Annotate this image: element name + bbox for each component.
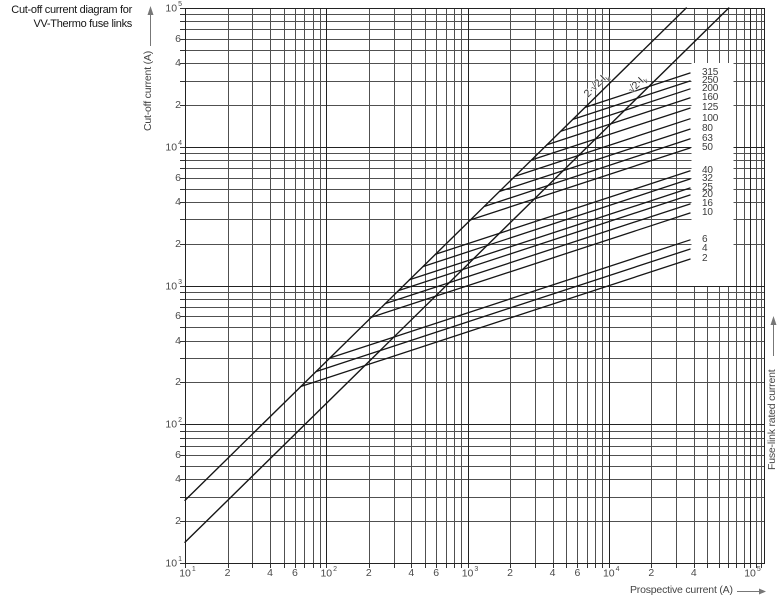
title-line-2: VV-Thermo fuse links (33, 18, 132, 30)
fuse-curve-315 (584, 72, 691, 108)
fuse-curve-32 (422, 178, 691, 268)
rating-label: 50 (702, 141, 713, 153)
rating-label: 10 (702, 207, 713, 218)
x-tick-label: 2 (365, 567, 372, 579)
x-axis-label: Prospective current (A) (630, 584, 733, 596)
y-tick-label: 2 (175, 98, 181, 111)
rating-label: 25 (702, 182, 713, 194)
x-tick-label: 104 (602, 566, 620, 580)
rating-label: 80 (702, 123, 713, 135)
y-tick-label: 4 (175, 195, 181, 208)
rating-label-panel (691, 63, 734, 286)
rating-label: 40 (702, 164, 713, 176)
fuse-curve-20 (398, 194, 691, 292)
fuse-curve-125 (531, 107, 691, 161)
rating-label: 250 (702, 74, 719, 86)
y-tick-label: 2 (175, 515, 181, 528)
reference-line-1 (184, 7, 730, 543)
y-tick-label: 104 (165, 139, 182, 154)
y-tick-label: 101 (165, 556, 182, 570)
fuse-curve-25 (408, 187, 691, 281)
x-tick-label: 6 (291, 567, 298, 579)
rating-label: 2 (702, 253, 708, 265)
x-tick-label: 103 (461, 566, 479, 580)
right-axis-arrow-head (770, 316, 777, 325)
x-tick-label: 4 (549, 567, 556, 579)
y-tick-label: 6 (175, 310, 181, 323)
y-tick-label: 4 (175, 473, 181, 486)
fuse-curve-40 (434, 170, 691, 255)
rating-label: 160 (702, 91, 719, 103)
plot-frame (185, 8, 765, 564)
title-line-1: Cut-off current diagram for (11, 4, 132, 16)
x-axis-arrow-head (759, 588, 766, 595)
fuse-curve-4 (315, 248, 691, 373)
fuse-curve-200 (560, 88, 691, 132)
rating-label: 20 (702, 189, 713, 200)
y-tick-label: 6 (175, 171, 181, 184)
page-title: Cut-off current diagram for VV-Thermo fu… (2, 3, 132, 31)
y-tick-label: 6 (175, 449, 181, 462)
x-tick-label: 101 (179, 566, 196, 580)
fuse-curve-100 (514, 118, 691, 177)
fuse-curve-2 (300, 258, 691, 388)
rating-label: 4 (702, 243, 708, 255)
x-tick-label: 2 (224, 567, 231, 579)
rating-label: 200 (702, 82, 719, 94)
fuse-curve-6 (329, 239, 691, 359)
y-tick-label: 2 (175, 237, 181, 250)
rating-label: 315 (702, 67, 719, 78)
rating-label: 16 (702, 197, 713, 209)
y-tick-label: 4 (175, 334, 181, 347)
x-tick-label: 2 (507, 567, 513, 579)
y-tick-label: 6 (175, 32, 181, 45)
fuse-curve-63 (483, 138, 691, 207)
x-tick-label: 6 (574, 567, 581, 579)
x-tick-label: 4 (267, 567, 273, 579)
fuse-curve-50 (469, 147, 691, 221)
fuse-curve-250 (572, 80, 691, 120)
y-axis-arrow-head (147, 6, 154, 15)
y-tick-label: 102 (165, 417, 182, 431)
fuse-curve-160 (546, 97, 691, 146)
x-tick-label: 2 (648, 567, 655, 579)
rating-label: 125 (702, 102, 719, 114)
fuse-curve-80 (499, 128, 691, 193)
y-tick-label: 105 (165, 1, 182, 15)
x-tick-label: 102 (320, 566, 338, 580)
rating-label: 63 (702, 132, 713, 144)
right-axis-label: Fuse-link rated current (766, 369, 778, 470)
y-tick-label: 2 (175, 376, 181, 389)
fuse-curve-16 (384, 203, 691, 305)
fuse-curve-10 (370, 212, 691, 318)
x-tick-label: 6 (433, 567, 440, 579)
rating-label: 100 (702, 112, 719, 124)
x-tick-label: 4 (408, 567, 415, 579)
x-tick-label: 105 (744, 566, 761, 580)
rating-label: 32 (702, 172, 713, 184)
y-tick-label: 103 (165, 278, 182, 293)
rating-label: 6 (702, 233, 708, 245)
x-tick-label: 4 (690, 567, 697, 579)
y-tick-label: 4 (175, 57, 181, 70)
